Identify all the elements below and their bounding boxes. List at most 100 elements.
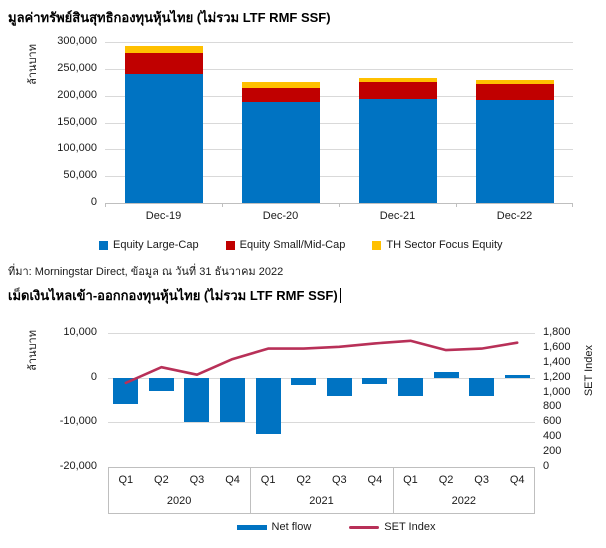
gridline (105, 122, 573, 124)
y-tick-label: 200,000 (57, 88, 97, 101)
legend-label: TH Sector Focus Equity (386, 239, 503, 251)
year-label: 2022 (451, 495, 477, 507)
quarter-label: Q2 (438, 474, 454, 486)
net-flow-bar (184, 377, 210, 422)
right-tick-label: 200 (543, 445, 562, 458)
gridline (108, 422, 535, 424)
chart1-title[interactable]: มูลค่าทรัพย์สินสุทธิกองทุนหุ้นไทย (ไม่รว… (8, 10, 331, 25)
quarter-label: Q1 (403, 474, 418, 486)
legend-item-net-flow[interactable]: Net flow (236, 521, 311, 533)
year-label: 2021 (309, 495, 334, 507)
right-tick-label: 800 (543, 400, 562, 413)
legend-item-equity-small-mid-cap[interactable]: Equity Small/Mid-Cap (225, 239, 346, 251)
bar-segment (475, 99, 554, 203)
bar-segment (241, 102, 320, 203)
y-tick-label: 250,000 (57, 61, 97, 74)
net-flow-bar (469, 377, 495, 396)
gridline (105, 42, 573, 43)
bar-segment (358, 98, 437, 203)
bar-segment (475, 84, 554, 100)
quarter-label: Q2 (296, 474, 312, 486)
net-flow-bar (504, 374, 530, 378)
text-cursor (339, 288, 342, 303)
year-separator (108, 468, 109, 513)
right-tick-label: 400 (543, 430, 562, 443)
net-flow-bar (433, 372, 459, 378)
chart2-right-tick-labels: 1,800 1,600 1,400 1,200 1,000 800 600 400 200 0 (543, 326, 583, 473)
axis-tick (456, 203, 457, 207)
chart1-plot-area[interactable] (105, 42, 573, 207)
x-axis-label: Dec-19 (145, 210, 182, 222)
net-flow-bar (255, 377, 281, 435)
legend-label: Equity Small/Mid-Cap (239, 239, 346, 251)
quarter-label: Q2 (154, 474, 169, 486)
net-flow-bar (397, 377, 423, 396)
net-flow-bar (291, 377, 317, 386)
left-tick-label: -20,000 (59, 460, 97, 472)
chart2-category-axis: Q1 Q2 Q3 Q4 2020 Q1 Q2 Q3 Q4 2021 Q1 Q2 Q3 Q4 2022 (108, 467, 535, 514)
chart2-legend: Net flow SET Index (66, 521, 606, 533)
y-tick-label: 50,000 (63, 169, 97, 182)
bar-segment (358, 77, 437, 83)
legend-swatch-icon (372, 240, 382, 250)
right-tick-label: 1,600 (543, 340, 571, 353)
quarter-label: Q3 (189, 474, 205, 486)
set-index-line-layer (124, 339, 519, 385)
chart2-plot-area[interactable] (108, 333, 535, 467)
chart2-title[interactable]: เม็ดเงินไหลเข้า-ออกกองทุนหุ้นไทย (ไม่รวม… (8, 285, 342, 306)
gridline (108, 333, 535, 334)
legend-item-equity-large-cap[interactable]: Equity Large-Cap (99, 239, 199, 251)
chart2-title-text: เม็ดเงินไหลเข้า-ออกกองทุนหุ้นไทย (ไม่รวม… (8, 288, 338, 303)
gridline (105, 68, 573, 70)
axis-tick (572, 203, 573, 207)
net-flow-bar-icon (236, 524, 267, 530)
chart1-y-tick-labels: 0 50,000 100,000 150,000 200,000 250,000 300,0… (0, 35, 97, 217)
bar-segment (124, 46, 203, 53)
quarter-label: Q4 (367, 474, 383, 486)
right-tick-label: 0 (543, 460, 550, 472)
right-tick-label: 1,800 (543, 326, 571, 338)
source-note[interactable]: ที่มา: Morningstar Direct, ข้อมูล ณ วันท… (8, 266, 284, 278)
net-flow-bar (148, 377, 174, 391)
year-separator (250, 468, 252, 513)
y-tick-label: 150,000 (57, 115, 97, 128)
right-tick-label: 1,000 (543, 385, 571, 398)
gridline (105, 95, 573, 97)
x-axis-label: Dec-22 (496, 210, 533, 222)
net-flow-bar (220, 377, 246, 422)
x-axis-label: Dec-20 (262, 210, 299, 222)
legend-label: Equity Large-Cap (113, 239, 199, 251)
gridline (105, 149, 573, 151)
bar-segment (358, 82, 437, 99)
axis-tick (105, 203, 106, 207)
bar-segment (475, 80, 554, 85)
gridline (105, 176, 573, 178)
left-tick-label: -10,000 (59, 415, 97, 428)
year-separator (392, 468, 394, 513)
chart1-legend: Equity Large-Cap Equity Small/Mid-Cap TH… (99, 239, 503, 251)
legend-label: SET Index (384, 521, 436, 533)
set-index-line (124, 339, 519, 385)
gridline (108, 377, 535, 379)
quarter-label: Q1 (118, 474, 134, 486)
legend-item-set-index[interactable]: SET Index (349, 521, 435, 533)
bar-segment (241, 82, 320, 88)
right-tick-label: 1,400 (543, 355, 571, 368)
quarter-label: Q3 (331, 474, 347, 486)
year-label: 2020 (166, 495, 192, 507)
set-index-line-icon (349, 525, 380, 529)
y-tick-label: 100,000 (57, 142, 97, 155)
bar-segment (124, 52, 203, 75)
quarter-label: Q3 (474, 474, 489, 486)
left-tick-label: 0 (90, 370, 97, 383)
y-tick-label: 0 (90, 196, 97, 208)
quarter-label: Q4 (225, 474, 240, 486)
legend-item-th-sector-focus-equity[interactable]: TH Sector Focus Equity (372, 239, 503, 251)
bar-segment (241, 87, 320, 103)
chart1-x-axis-labels: Dec-19 Dec-20 Dec-21 Dec-22 (105, 210, 573, 224)
legend-swatch-icon (225, 240, 235, 250)
chart2-left-tick-labels: 10,000 0 -10,000 -20,000 (7, 326, 97, 473)
net-flow-bar (326, 377, 352, 396)
quarter-label: Q1 (260, 474, 276, 486)
